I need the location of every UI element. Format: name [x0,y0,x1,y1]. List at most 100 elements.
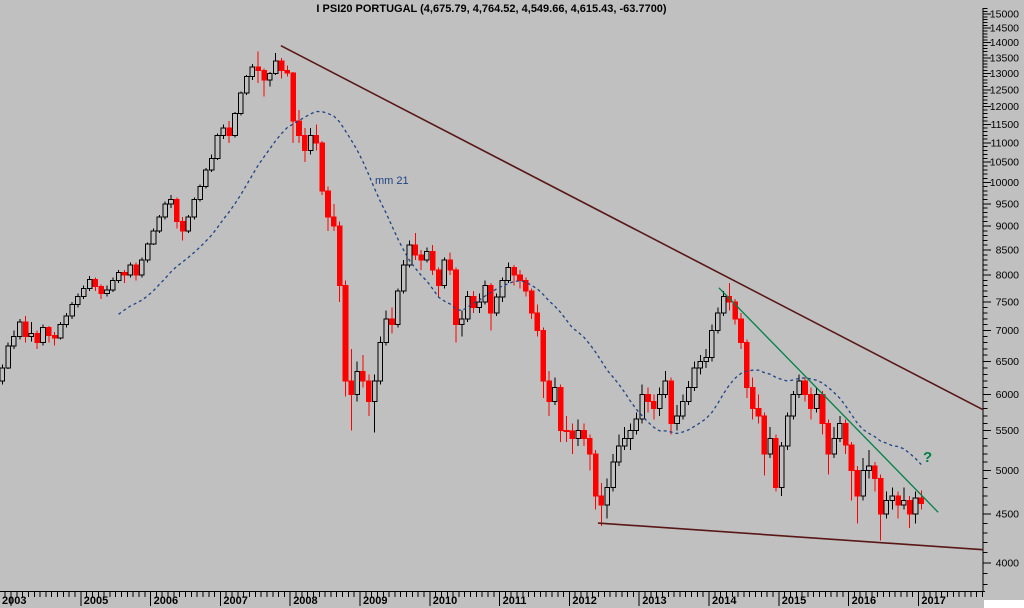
candle-up [267,71,273,87]
candle-down [528,288,535,319]
candle-up [104,285,110,297]
year-axis-label: 2014 [712,595,737,607]
candle-up [482,280,488,305]
candle-up [63,313,70,328]
candle-up [639,384,645,424]
price-axis-label: 5000 [996,465,1020,477]
candle-up [16,318,23,340]
candle-up [424,247,430,263]
candle-down [546,371,552,416]
price-axis-label: 11500 [991,119,1020,131]
price-axis: 4000 4500 5000 5500 6000 6500 7000 7500 8000 8500… [982,8,1020,592]
price-axis-label: 15000 [990,9,1019,21]
candle-down [418,249,424,270]
year-axis-label: 2017 [921,595,945,607]
moving-average-label: mm 21 [375,175,409,187]
candle-up [354,361,360,402]
candle-down [325,186,331,231]
candle-up [784,412,791,451]
candle-down [808,387,814,420]
candle-down [34,330,41,349]
candle-up [685,380,692,406]
trendline-green-downtrend[interactable] [718,287,939,513]
candle-down [755,394,762,424]
candle-down [592,450,599,510]
candle-down [284,65,291,77]
candle-up [237,91,244,116]
candle-up [662,371,669,399]
candle-down [365,374,372,416]
candle-up [307,128,314,155]
price-axis-label: 4500 [996,509,1020,521]
price-axis-label: 13500 [990,52,1019,64]
candle-up [203,168,209,189]
candle-down [46,325,52,343]
candle-up [377,336,384,385]
candle-down [825,419,832,475]
candle-down [488,282,494,331]
candle-up [505,262,512,283]
candle-up [831,426,837,459]
trendline-upper-resistance[interactable] [280,44,984,411]
candle-up [371,374,378,433]
candle-down [336,221,343,302]
candle-down [732,299,739,325]
price-axis-label: 14500 [990,23,1019,35]
candle-up [232,111,238,138]
candle-down [348,348,355,431]
candle-up [168,195,174,209]
candle-down [645,387,651,413]
candle-down [895,491,901,519]
candle-down [447,252,453,276]
price-axis-label: 8000 [996,270,1020,282]
candle-up [813,387,820,413]
candle-down [453,267,459,343]
candle-up [197,184,203,202]
price-axis-label: 7000 [996,325,1020,337]
candle-down [255,51,262,84]
candle-up [185,214,192,234]
price-axis-label: 12000 [990,101,1019,113]
candle-down [773,434,779,492]
candle-down [802,377,808,402]
candle-down [586,434,593,471]
candle-down [342,280,349,397]
candle-up [901,487,907,510]
candle-down [563,415,570,443]
candle-up [627,423,634,451]
candle-up [889,487,896,510]
candle-down [744,339,750,399]
candle-up [493,293,500,317]
year-axis-label: 2010 [433,595,457,607]
question-mark-annotation: ? [923,449,933,466]
time-axis: 2003 2005 2006 2007 2008 2009 2010 2011 2012 2013… [0,591,985,607]
candle-up [400,259,407,294]
candle-down [22,316,29,343]
candle-up [459,310,465,337]
candle-down [313,124,320,151]
candle-down [918,490,925,510]
candle-up [214,133,221,161]
candle-up [575,419,581,447]
candle-up [110,277,116,293]
price-axis-label: 4000 [996,558,1020,570]
candle-up [621,426,628,451]
price-axis-label: 8500 [996,244,1020,256]
candle-down [581,423,587,447]
candle-up [697,355,704,375]
trendline-lower-support[interactable] [597,522,984,551]
price-axis-label: 7500 [996,296,1020,308]
price-axis-label: 13000 [990,68,1019,80]
year-axis-label: 2016 [852,595,876,607]
candle-down [854,466,861,524]
candle-up [208,154,215,173]
candle-up [249,64,256,80]
candle-up [156,214,163,234]
price-axis-label: 9000 [996,221,1020,233]
candle-down [668,377,675,435]
candle-down [51,331,58,346]
candle-down [877,474,884,541]
candle-down [179,217,186,241]
candle-up [796,374,802,399]
